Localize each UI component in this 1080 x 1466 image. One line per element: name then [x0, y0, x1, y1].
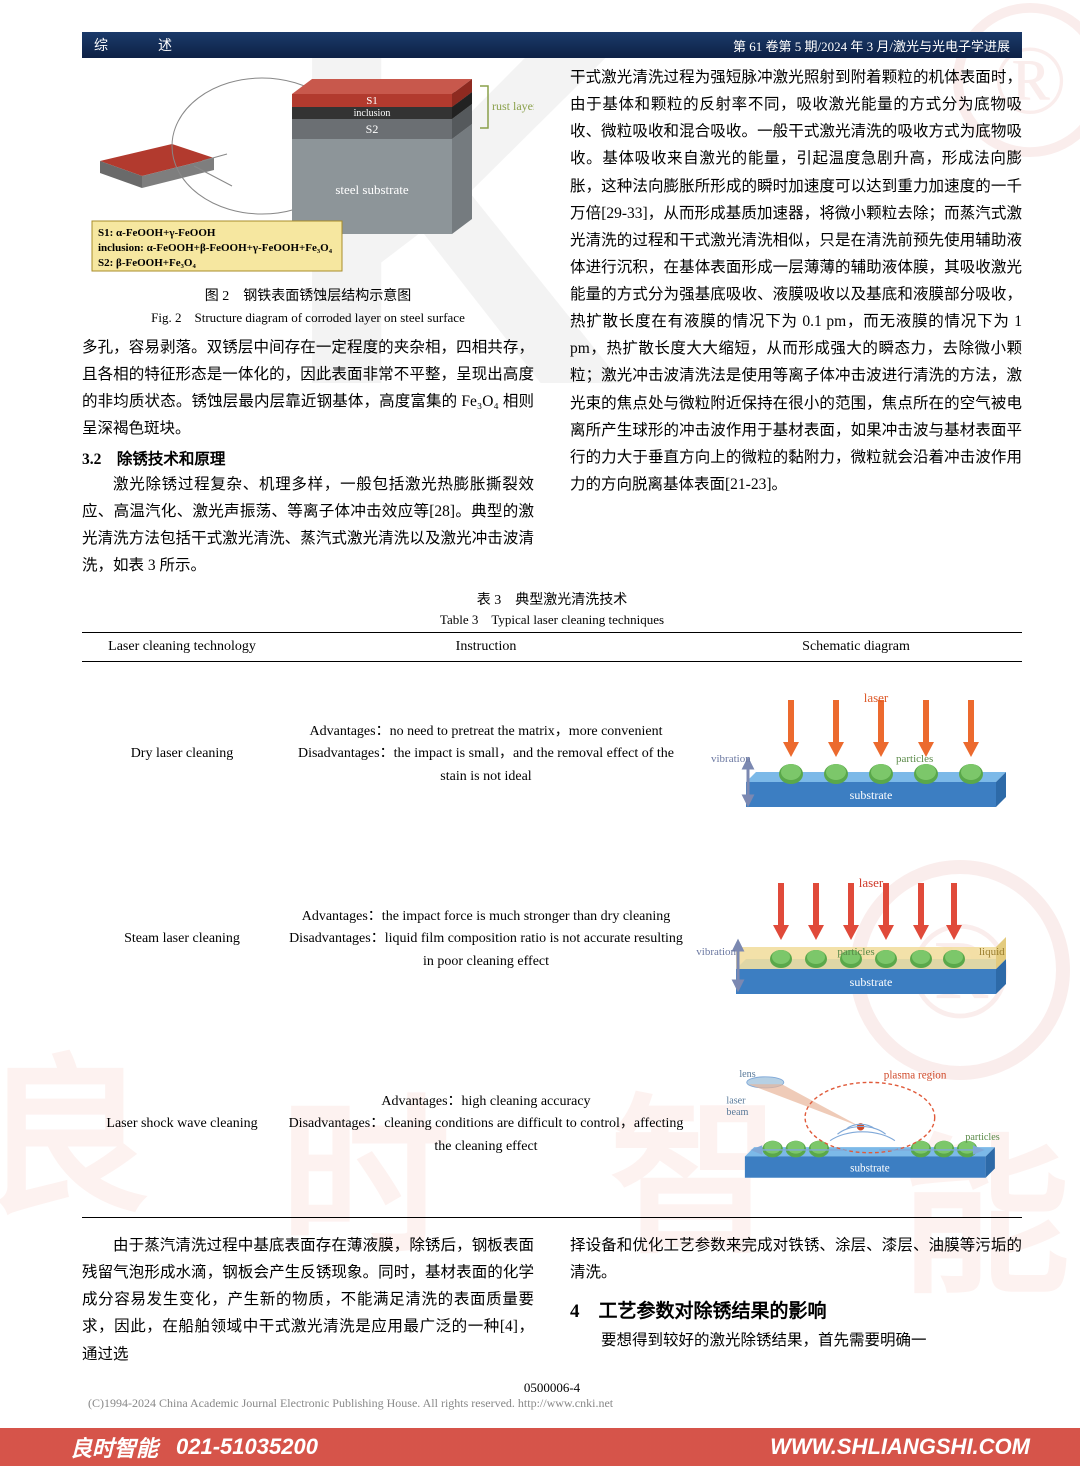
- steam-substrate-label: substrate: [850, 975, 893, 989]
- fig2-rust-label: rust layer: [492, 99, 534, 113]
- dry-particles-label: particles: [896, 753, 933, 765]
- footer-copyright: (C)1994-2024 China Academic Journal Elec…: [82, 1396, 1022, 1411]
- bottom-right-p1: 择设备和优化工艺参数来完成对铁锈、涂层、漆层、油膜等污垢的清洗。: [570, 1232, 1022, 1286]
- table-3-caption-cn: 表 3 典型激光清洗技术: [82, 589, 1022, 609]
- dry-laser-label: laser: [864, 692, 889, 705]
- table-3-caption-en: Table 3 Typical laser cleaning technique…: [82, 609, 1022, 628]
- shock-beam-label: laserbeam: [726, 1096, 748, 1118]
- bottom-col-left: 由于蒸汽清洗过程中基底表面存在薄液膜，除锈后，钢板表面残留气泡形成水滴，钢板会产…: [82, 1232, 534, 1368]
- dry-laser-diagram: substrate particles: [696, 692, 1016, 817]
- steam-liquid-label: liquid: [979, 946, 1005, 958]
- page: K 良 时 智 能 综 述 第 61 卷第 5 期/2024 年 3 月/激光与…: [0, 0, 1080, 1466]
- fig2-inclusion-label: inclusion: [354, 108, 391, 119]
- footer-phone: 021-51035200: [176, 1434, 318, 1460]
- t3-r1-tech: Dry laser cleaning: [82, 662, 282, 848]
- table-row: Dry laser cleaning Advantages：no need to…: [82, 662, 1022, 848]
- column-left: steel substrate S2 inclusion: [82, 62, 534, 579]
- table-3: Laser cleaning technology Instruction Sc…: [82, 632, 1022, 1218]
- bottom-col-right: 择设备和优化工艺参数来完成对铁锈、涂层、漆层、油膜等污垢的清洗。 4 工艺参数对…: [570, 1232, 1022, 1354]
- figure-2-caption-cn: 图 2 钢铁表面锈蚀层结构示意图: [82, 285, 534, 305]
- steam-laser-diagram: substrate liquid: [696, 877, 1016, 1002]
- shock-laser-diagram: substrate particles: [696, 1062, 1016, 1187]
- t3-r3-tech: Laser shock wave cleaning: [82, 1032, 282, 1218]
- left-p1: 多孔，容易剥落。双锈层中间存在一定程度的夹杂相，四相共存，且各相的特征形态是一体…: [82, 334, 534, 443]
- figure-2-caption-en: Fig. 2 Structure diagram of corroded lay…: [82, 307, 534, 326]
- figure-2-svg: steel substrate S2 inclusion: [82, 66, 534, 276]
- t3-h3: Schematic diagram: [690, 633, 1022, 662]
- footer-brand: 良时智能: [70, 1431, 158, 1463]
- steam-vibration-label: vibration: [696, 946, 736, 958]
- shock-substrate-label: substrate: [850, 1162, 890, 1174]
- fig2-s2-label: S2: [366, 122, 379, 136]
- shock-lens-label: lens: [739, 1069, 755, 1080]
- bottom-right-p2: 要想得到较好的激光除锈结果，首先需要明确一: [570, 1327, 1022, 1354]
- table-row: Laser shock wave cleaning Advantages：hig…: [82, 1032, 1022, 1218]
- page-number: 0500006-4: [82, 1380, 1022, 1396]
- right-p1: 干式激光清洗过程为强短脉冲激光照射到附着颗粒的机体表面时，由于基体和颗粒的反射率…: [570, 64, 1022, 498]
- fig2-legend-s1: S1: α-FeOOH+γ-FeOOH: [98, 227, 216, 239]
- fig2-legend-s2: S2: β-FeOOH+Fe₃O₄: [98, 257, 196, 269]
- t3-r3-diagram-cell: substrate particles: [690, 1032, 1022, 1218]
- dry-substrate-label: substrate: [850, 788, 893, 802]
- figure-2: steel substrate S2 inclusion: [82, 66, 534, 326]
- fig2-legend-inc: inclusion: α-FeOOH+β-FeOOH+γ-FeOOH+Fe₃O₄: [98, 242, 333, 254]
- footer-url: WWW.SHLIANGSHI.COM: [770, 1434, 1030, 1460]
- section-3-2-head: 3.2 除锈技术和原理: [82, 447, 534, 469]
- fig2-s1-label: S1: [366, 95, 378, 107]
- t3-h1: Laser cleaning technology: [82, 633, 282, 662]
- content-area: steel substrate S2 inclusion: [82, 62, 1022, 1411]
- header-issue: 第 61 卷第 5 期/2024 年 3 月/激光与光电子学进展: [733, 36, 1010, 55]
- shock-plasma-label: plasma region: [884, 1070, 947, 1082]
- page-header: 综 述 第 61 卷第 5 期/2024 年 3 月/激光与光电子学进展: [82, 32, 1022, 58]
- footer-banner: 良时智能 021-51035200 WWW.SHLIANGSHI.COM: [0, 1428, 1080, 1466]
- dry-vibration-label: vibration: [711, 753, 751, 765]
- t3-r2-tech: Steam laser cleaning: [82, 847, 282, 1032]
- t3-h2: Instruction: [282, 633, 690, 662]
- bottom-left-p: 由于蒸汽清洗过程中基底表面存在薄液膜，除锈后，钢板表面残留气泡形成水滴，钢板会产…: [82, 1232, 534, 1368]
- header-section: 综 述: [94, 35, 190, 55]
- t3-r1-diagram-cell: substrate particles: [690, 662, 1022, 848]
- fig2-steel-label: steel substrate: [335, 182, 409, 197]
- t3-r3-instruction: Advantages：high cleaning accuracy Disadv…: [282, 1032, 690, 1218]
- steam-particles-label: particles: [837, 946, 874, 958]
- t3-r2-instruction: Advantages：the impact force is much stro…: [282, 847, 690, 1032]
- table-row: Steam laser cleaning Advantages：the impa…: [82, 847, 1022, 1032]
- shock-particles-label: particles: [965, 1132, 999, 1143]
- t3-r2-diagram-cell: substrate liquid: [690, 847, 1022, 1032]
- column-right: 干式激光清洗过程为强短脉冲激光照射到附着颗粒的机体表面时，由于基体和颗粒的反射率…: [570, 62, 1022, 498]
- steam-laser-label: laser: [859, 877, 884, 890]
- t3-r1-instruction: Advantages：no need to pretreat the matri…: [282, 662, 690, 848]
- left-p2: 激光除锈过程复杂、机理多样，一般包括激光热膨胀撕裂效应、高温汽化、激光声振荡、等…: [82, 471, 534, 580]
- section-4-head: 4 工艺参数对除锈结果的影响: [570, 1296, 1022, 1323]
